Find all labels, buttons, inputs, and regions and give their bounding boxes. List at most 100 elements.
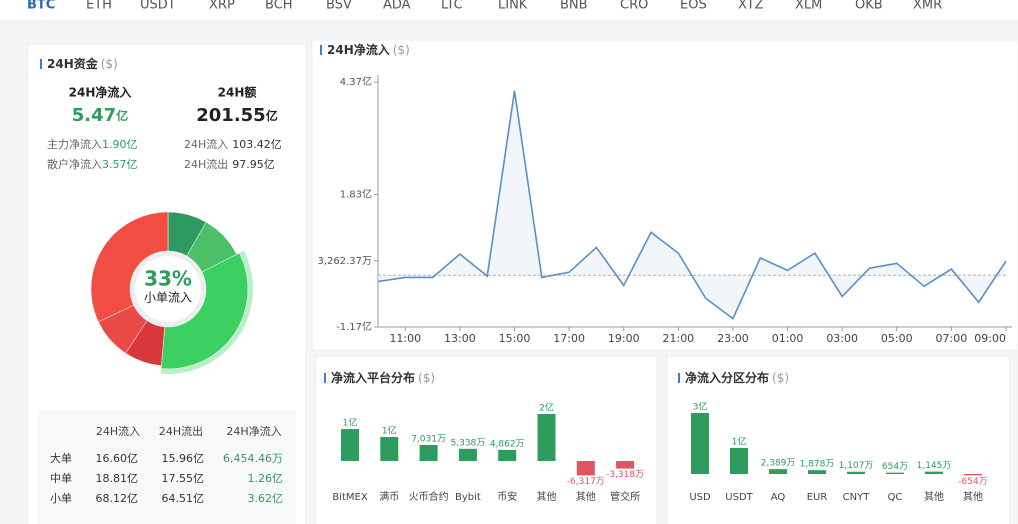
x-tick-label: BitMEX bbox=[332, 492, 368, 503]
bar bbox=[925, 471, 943, 474]
table-cell: 1.26亿 bbox=[248, 472, 284, 485]
tab[interactable]: EOS bbox=[680, 0, 707, 13]
y-tick-label: -1.17亿 bbox=[336, 320, 372, 333]
tab[interactable]: XLM bbox=[795, 0, 822, 13]
x-tick-label: 21:00 bbox=[662, 332, 694, 345]
table-cell: 64.51亿 bbox=[162, 492, 205, 505]
donut-center-value: 33% bbox=[144, 267, 192, 291]
bar-value-label: 1亿 bbox=[382, 425, 397, 437]
title-unit: ($) bbox=[772, 371, 789, 385]
title-marker bbox=[40, 59, 42, 69]
bar-value-label: 2,389万 bbox=[761, 459, 796, 469]
fund-row-value: 97.95亿 bbox=[232, 158, 275, 171]
section-title: 24H净流入 ($) bbox=[327, 42, 410, 57]
tab[interactable]: ETH bbox=[86, 0, 112, 13]
stat-unit: 亿 bbox=[116, 108, 128, 123]
x-tick-label: 其他 bbox=[576, 490, 596, 503]
x-tick-label: 01:00 bbox=[772, 332, 804, 345]
bar bbox=[886, 472, 904, 474]
bar bbox=[616, 461, 635, 469]
table-header: 24H流出 bbox=[159, 424, 203, 438]
title-marker bbox=[678, 373, 680, 383]
x-tick-label: 其他 bbox=[963, 490, 983, 503]
section-title: 净流入分区分布 ($) bbox=[685, 370, 789, 385]
tab[interactable]: LINK bbox=[498, 0, 528, 13]
bar-value-label: -6,317万 bbox=[567, 477, 605, 487]
fund-row: 散户净流入3.57亿 bbox=[47, 157, 138, 171]
tab[interactable]: BSV bbox=[326, 0, 352, 13]
tab[interactable]: BCH bbox=[265, 0, 293, 13]
bar bbox=[380, 437, 399, 461]
x-tick-label: 其他 bbox=[924, 490, 944, 503]
tab[interactable]: CRO bbox=[620, 0, 648, 13]
tab[interactable]: OKB bbox=[855, 0, 883, 13]
fund-row-label: 散户净流入 bbox=[47, 157, 102, 171]
bar-value-label: 4,862万 bbox=[490, 439, 525, 449]
title-marker bbox=[324, 373, 326, 383]
bar bbox=[730, 447, 748, 474]
x-tick-label: AQ bbox=[771, 492, 786, 503]
line-panel bbox=[311, 39, 1018, 351]
table-cell: 6,454.46万 bbox=[223, 452, 283, 465]
tab[interactable]: BNB bbox=[560, 0, 588, 13]
bar-value-label: -654万 bbox=[958, 477, 987, 487]
table-cell: 17.55亿 bbox=[162, 472, 205, 485]
bar-value-label: 2亿 bbox=[539, 402, 554, 414]
y-tick-label: 3,262.37万 bbox=[317, 256, 372, 267]
table-cell: 16.60亿 bbox=[96, 452, 139, 465]
tab[interactable]: BTC bbox=[27, 0, 55, 13]
y-tick-label: 1.83亿 bbox=[340, 187, 372, 200]
bar bbox=[419, 444, 438, 461]
slice-halo bbox=[160, 250, 254, 374]
x-tick-label: 23:00 bbox=[717, 332, 749, 345]
stat-label: 24H净流入 bbox=[69, 85, 132, 100]
table-cell: 68.12亿 bbox=[96, 492, 139, 505]
bar bbox=[964, 474, 982, 476]
stat-value: 5.47亿 bbox=[72, 105, 128, 126]
bar-value-label: 1亿 bbox=[732, 435, 747, 447]
fund-row-label: 24H流入 bbox=[184, 137, 228, 151]
x-tick-label: QC bbox=[888, 492, 903, 503]
table-row-label: 中单 bbox=[50, 472, 72, 485]
fund-row: 主力净流入1.90亿 bbox=[47, 137, 138, 151]
fund-row: 24H流入 103.42亿 bbox=[184, 137, 282, 151]
bar-value-label: -3,318万 bbox=[606, 470, 644, 480]
x-tick-label: 17:00 bbox=[553, 332, 585, 345]
tab[interactable]: XMR bbox=[913, 0, 942, 13]
bar-value-label: 3亿 bbox=[693, 401, 708, 413]
table-header: 24H净流入 bbox=[226, 424, 281, 438]
x-tick-label: 11:00 bbox=[389, 332, 421, 345]
x-tick-label: 满币 bbox=[379, 491, 399, 503]
tab[interactable]: ADA bbox=[383, 0, 411, 13]
x-tick-label: 其他 bbox=[537, 490, 557, 503]
title-unit: ($) bbox=[393, 43, 410, 57]
bar-value-label: 1亿 bbox=[343, 417, 358, 429]
x-tick-label: 管交所 bbox=[610, 490, 640, 503]
tab[interactable]: XRP bbox=[209, 0, 235, 13]
x-tick-label: 05:00 bbox=[881, 332, 913, 345]
line bbox=[377, 90, 1007, 320]
stat-unit: 亿 bbox=[266, 108, 278, 123]
bar bbox=[847, 471, 865, 474]
x-tick-label: 币安 bbox=[497, 490, 517, 503]
tab[interactable]: LTC bbox=[441, 0, 463, 13]
tab[interactable]: USDT bbox=[140, 0, 176, 13]
stat-number: 5.47 bbox=[72, 105, 116, 126]
fund-row-value: 3.57亿 bbox=[102, 158, 138, 171]
table-row-label: 大单 bbox=[50, 451, 72, 465]
title-marker bbox=[320, 45, 322, 55]
fund-row-label: 24H流出 bbox=[184, 157, 228, 171]
table-background bbox=[38, 410, 296, 524]
x-tick-label: Bybit bbox=[455, 492, 481, 503]
title-text: 24H净流入 bbox=[327, 42, 390, 57]
stat-value: 201.55亿 bbox=[196, 105, 277, 126]
tab[interactable]: XTZ bbox=[738, 0, 764, 13]
title-text: 净流入分区分布 bbox=[685, 370, 769, 385]
bar-value-label: 7,031万 bbox=[411, 434, 446, 444]
fund-row-value: 103.42亿 bbox=[232, 138, 282, 151]
bar bbox=[498, 449, 517, 461]
x-tick-label: CNYT bbox=[843, 492, 871, 503]
bar bbox=[769, 469, 787, 474]
donut-hole bbox=[135, 256, 201, 322]
bar-value-label: 1,107万 bbox=[839, 461, 874, 471]
